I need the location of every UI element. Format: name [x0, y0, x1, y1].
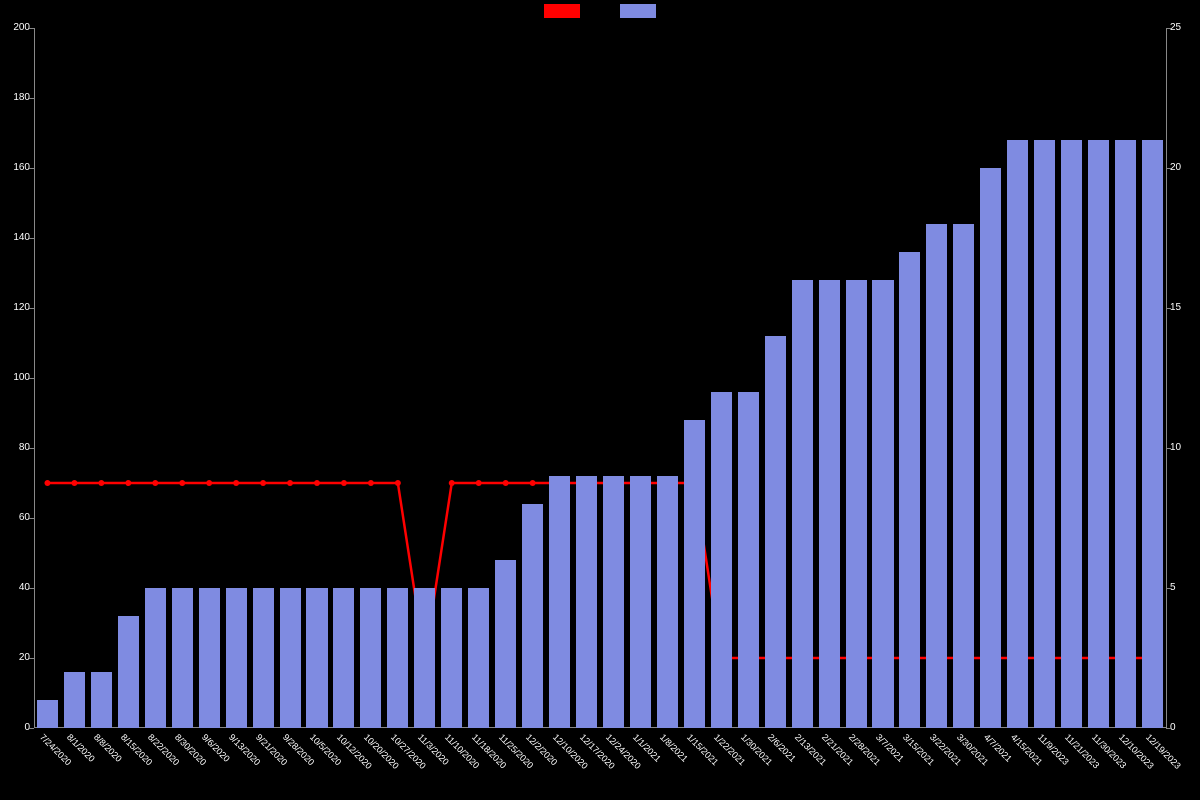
- bar: [495, 560, 516, 728]
- bar: [441, 588, 462, 728]
- bar: [1115, 140, 1136, 728]
- legend-swatch-bars: [620, 4, 656, 18]
- bar: [118, 616, 139, 728]
- bar: [306, 588, 327, 728]
- bar: [603, 476, 624, 728]
- legend-swatch-line: [544, 4, 580, 18]
- bar: [280, 588, 301, 728]
- y-left-tick-label: 40: [0, 582, 30, 593]
- line-marker: [98, 480, 104, 486]
- bar: [657, 476, 678, 728]
- bar: [91, 672, 112, 728]
- line-marker: [260, 480, 266, 486]
- bar: [172, 588, 193, 728]
- line-marker: [71, 480, 77, 486]
- bar: [926, 224, 947, 728]
- line-marker: [125, 480, 131, 486]
- legend-item-line: [544, 4, 580, 18]
- y-left-tick-label: 160: [0, 162, 30, 173]
- bar: [1061, 140, 1082, 728]
- y-right-tick-label: 0: [1170, 722, 1200, 733]
- bar: [630, 476, 651, 728]
- y-right-tick-label: 5: [1170, 582, 1200, 593]
- bar: [226, 588, 247, 728]
- bar: [872, 280, 893, 728]
- bar: [684, 420, 705, 728]
- right-axis-line: [1166, 28, 1167, 728]
- line-marker: [314, 480, 320, 486]
- y-right-tick-label: 15: [1170, 302, 1200, 313]
- left-axis-line: [34, 28, 35, 728]
- bar: [899, 252, 920, 728]
- y-left-tick-mark: [29, 728, 34, 729]
- line-marker: [341, 480, 347, 486]
- bar: [792, 280, 813, 728]
- line-marker: [395, 480, 401, 486]
- bar: [333, 588, 354, 728]
- bar: [819, 280, 840, 728]
- line-marker: [287, 480, 293, 486]
- chart-container: 02040608010012014016018020005101520257/2…: [0, 0, 1200, 800]
- bar: [738, 392, 759, 728]
- line-marker: [368, 480, 374, 486]
- bar: [64, 672, 85, 728]
- bar: [549, 476, 570, 728]
- bar: [199, 588, 220, 728]
- line-marker: [179, 480, 185, 486]
- y-right-tick-mark: [1166, 728, 1171, 729]
- line-marker: [449, 480, 455, 486]
- bar: [846, 280, 867, 728]
- line-marker: [476, 480, 482, 486]
- y-right-tick-label: 25: [1170, 22, 1200, 33]
- y-left-tick-label: 120: [0, 302, 30, 313]
- bar: [414, 588, 435, 728]
- line-marker: [44, 480, 50, 486]
- line-marker: [233, 480, 239, 486]
- bar: [1007, 140, 1028, 728]
- bar: [468, 588, 489, 728]
- bar: [953, 224, 974, 728]
- legend: [0, 0, 1200, 22]
- y-right-tick-label: 20: [1170, 162, 1200, 173]
- y-left-tick-label: 0: [0, 722, 30, 733]
- y-left-tick-label: 80: [0, 442, 30, 453]
- bar: [980, 168, 1001, 728]
- line-marker: [152, 480, 158, 486]
- y-left-tick-label: 180: [0, 92, 30, 103]
- bar: [1034, 140, 1055, 728]
- y-right-tick-label: 10: [1170, 442, 1200, 453]
- line-marker: [206, 480, 212, 486]
- line-marker: [503, 480, 509, 486]
- bar: [387, 588, 408, 728]
- bar: [1142, 140, 1163, 728]
- y-left-tick-label: 140: [0, 232, 30, 243]
- bar: [37, 700, 58, 728]
- y-left-tick-label: 60: [0, 512, 30, 523]
- bar: [711, 392, 732, 728]
- legend-item-bars: [620, 4, 656, 18]
- y-left-tick-label: 100: [0, 372, 30, 383]
- y-left-tick-label: 20: [0, 652, 30, 663]
- bar: [576, 476, 597, 728]
- line-marker: [530, 480, 536, 486]
- bar: [1088, 140, 1109, 728]
- bar: [360, 588, 381, 728]
- bar: [253, 588, 274, 728]
- bar: [145, 588, 166, 728]
- bar: [765, 336, 786, 728]
- y-left-tick-label: 200: [0, 22, 30, 33]
- bar: [522, 504, 543, 728]
